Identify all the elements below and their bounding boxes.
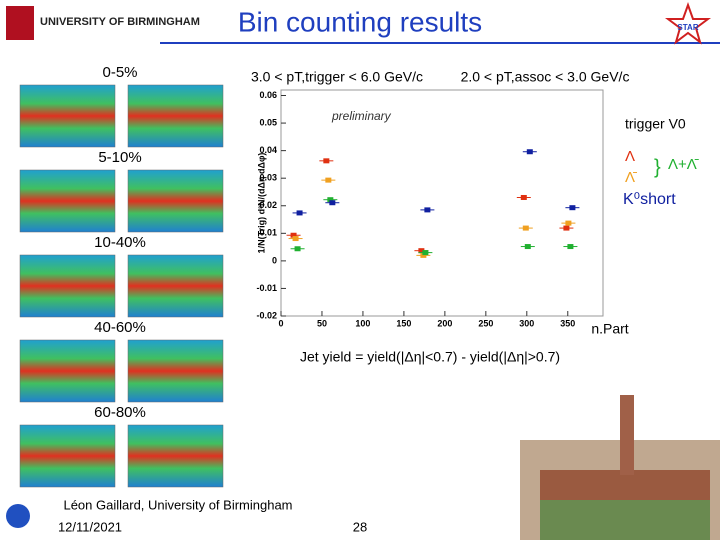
legend-entry: Λ̄ xyxy=(625,169,637,186)
heatmap xyxy=(127,424,224,488)
mascot xyxy=(6,504,30,528)
heatmap xyxy=(19,254,116,318)
y-tick-label: 0.01 xyxy=(259,228,277,238)
assoc-cut: 2.0 < pT,assoc < 3.0 GeV/c xyxy=(461,69,630,85)
heatmap xyxy=(127,169,224,233)
heatmap xyxy=(127,84,224,148)
heatmap xyxy=(19,424,116,488)
trigger-label: trigger V0 xyxy=(625,116,686,132)
y-tick-label: 0 xyxy=(272,255,277,265)
centrality-label: 40-60% xyxy=(94,319,146,336)
legend-entry: K⁰short xyxy=(623,191,676,208)
slide-title: Bin counting results xyxy=(238,6,482,37)
x-tick-label: 100 xyxy=(355,318,370,328)
y-tick-label: 0.05 xyxy=(259,117,277,127)
star-logo xyxy=(665,2,711,45)
y-tick-label: 0.03 xyxy=(259,173,277,183)
x-tick-label: 200 xyxy=(437,318,452,328)
building-photo xyxy=(520,395,720,540)
x-axis-label: n.Part xyxy=(591,321,628,337)
footer-author: Léon Gaillard, University of Birmingham xyxy=(63,497,292,512)
heatmap xyxy=(127,339,224,403)
y-tick-label: 0.02 xyxy=(259,200,277,210)
footer-page: 28 xyxy=(353,519,367,534)
y-tick-label: -0.01 xyxy=(256,283,277,293)
y-axis-label: 1/N(Trig) d²N/(dΔη dΔφ) xyxy=(256,153,266,254)
centrality-label: 0-5% xyxy=(102,64,137,81)
star-text: STAR xyxy=(677,23,698,32)
legend-brace: } xyxy=(654,156,661,178)
centrality-label: 60-80% xyxy=(94,404,146,421)
y-tick-label: 0.04 xyxy=(259,145,277,155)
heatmap xyxy=(127,254,224,318)
uni-shield xyxy=(6,6,34,40)
heatmap xyxy=(19,84,116,148)
preliminary: preliminary xyxy=(331,109,392,123)
heatmap xyxy=(19,169,116,233)
trigger-cut: 3.0 < pT,trigger < 6.0 GeV/c xyxy=(251,69,423,85)
legend-entry: Λ+Λ̄ xyxy=(668,156,699,173)
university-name: UNIVERSITY OF BIRMINGHAM xyxy=(40,16,200,28)
y-tick-label: 0.06 xyxy=(259,90,277,100)
centrality-label: 5-10% xyxy=(98,149,141,166)
formula: Jet yield = yield(|Δη|<0.7) - yield(|Δη|… xyxy=(300,349,560,365)
x-tick-label: 50 xyxy=(317,318,327,328)
heatmap xyxy=(19,339,116,403)
y-tick-label: -0.02 xyxy=(256,310,277,320)
heatmaps xyxy=(19,84,224,488)
x-tick-label: 0 xyxy=(278,318,283,328)
x-tick-label: 300 xyxy=(519,318,534,328)
legend-entry: Λ xyxy=(625,148,635,165)
centrality-label: 10-40% xyxy=(94,234,146,251)
x-tick-label: 250 xyxy=(478,318,493,328)
x-tick-label: 350 xyxy=(560,318,575,328)
x-tick-label: 150 xyxy=(396,318,411,328)
footer-date: 12/11/2021 xyxy=(58,519,122,534)
